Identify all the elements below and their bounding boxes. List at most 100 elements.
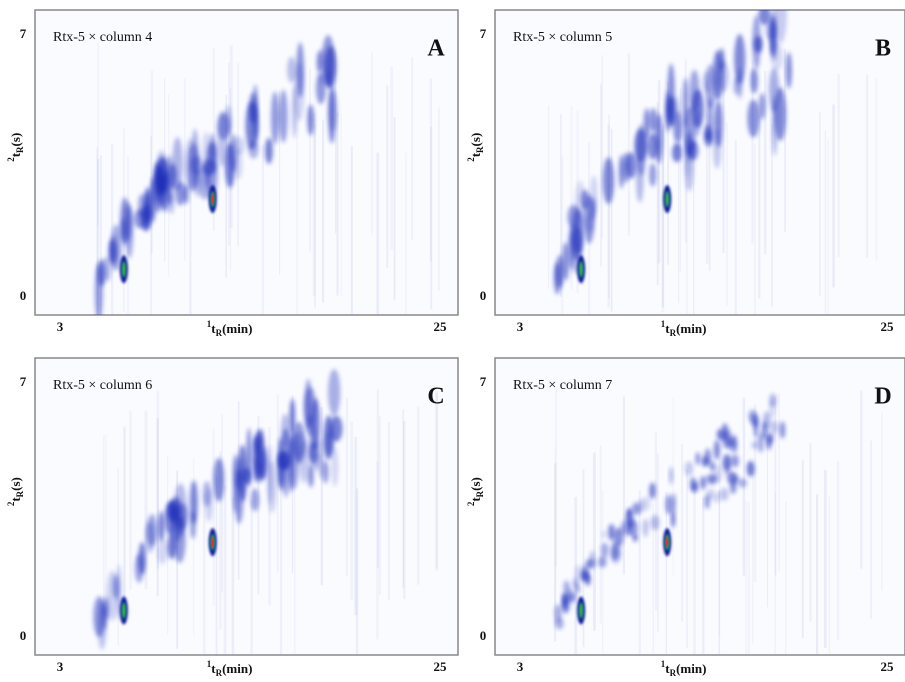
x-label: 1tR(min) xyxy=(661,659,707,678)
streak xyxy=(111,144,114,315)
label-base: t xyxy=(8,152,23,157)
label-unit: (min) xyxy=(676,661,706,676)
streak xyxy=(753,404,757,583)
streak xyxy=(770,124,773,308)
streak xyxy=(774,491,776,655)
streak xyxy=(279,91,281,275)
label-sub: R xyxy=(475,146,485,153)
streak xyxy=(97,42,99,226)
peak xyxy=(213,458,225,502)
streak xyxy=(388,422,390,601)
peak xyxy=(237,444,248,502)
peak xyxy=(574,565,583,584)
label-sup: 2 xyxy=(6,501,16,506)
peak xyxy=(705,64,717,109)
peak xyxy=(751,413,759,428)
peak xyxy=(122,201,132,242)
peak xyxy=(300,440,309,484)
peak xyxy=(310,398,320,450)
label-unit: (s) xyxy=(8,477,23,491)
peak xyxy=(601,542,609,558)
peak xyxy=(331,446,339,487)
label-sup: 1 xyxy=(661,319,666,329)
peak xyxy=(278,89,288,143)
label-sup: 1 xyxy=(207,659,212,669)
peak xyxy=(650,515,660,531)
streak xyxy=(123,426,126,605)
peak xyxy=(753,35,763,53)
peak xyxy=(649,163,657,187)
streak xyxy=(753,143,756,315)
peak-core xyxy=(665,191,670,208)
streak xyxy=(554,463,557,642)
x-tick-label: 3 xyxy=(57,319,64,334)
peak xyxy=(233,136,245,155)
streak xyxy=(554,388,558,567)
peak xyxy=(306,415,315,437)
streak xyxy=(685,158,688,315)
streak xyxy=(708,88,711,272)
peak xyxy=(146,514,158,547)
peak xyxy=(768,399,776,418)
peak xyxy=(610,542,619,561)
label-unit: (s) xyxy=(468,477,483,491)
streak xyxy=(390,66,393,250)
peak xyxy=(144,191,151,227)
peak xyxy=(769,420,779,434)
label-base: t xyxy=(8,497,23,502)
peak xyxy=(710,461,715,472)
streak xyxy=(280,479,283,655)
peak xyxy=(625,526,631,537)
streak xyxy=(294,485,296,655)
peak xyxy=(217,111,228,167)
streak xyxy=(97,158,100,315)
peak xyxy=(328,89,338,131)
peak xyxy=(722,453,732,471)
peak xyxy=(654,113,664,164)
streak xyxy=(231,497,235,655)
streak xyxy=(403,420,406,600)
label-sub: R xyxy=(216,328,223,338)
streak xyxy=(378,416,381,595)
streak xyxy=(758,115,761,299)
streak xyxy=(570,106,573,290)
label-unit: (s) xyxy=(468,133,483,147)
streak xyxy=(661,129,665,313)
label-unit: (min) xyxy=(676,321,706,336)
peak xyxy=(704,124,712,142)
streak xyxy=(828,496,831,655)
label-unit: (min) xyxy=(222,661,252,676)
plot-content xyxy=(94,35,440,315)
streak xyxy=(705,80,709,264)
peak xyxy=(669,466,674,485)
x-tick-label: 3 xyxy=(57,659,64,674)
streak xyxy=(268,427,271,606)
streak xyxy=(99,155,102,315)
label-base: t xyxy=(468,152,483,157)
peak-core xyxy=(211,537,214,548)
x-tick-label: 25 xyxy=(881,319,895,334)
x-tick-label: 25 xyxy=(434,319,448,334)
label-unit: (s) xyxy=(8,133,23,147)
y-label: 2tR(s) xyxy=(6,133,25,162)
peak xyxy=(281,428,291,469)
label-sup: 2 xyxy=(466,501,476,506)
streak xyxy=(261,144,264,315)
y-tick-label: 0 xyxy=(20,628,27,643)
plot-content xyxy=(547,10,878,315)
streak xyxy=(376,389,380,568)
streak xyxy=(276,394,279,573)
peak xyxy=(173,483,187,536)
peak xyxy=(751,441,758,450)
streak xyxy=(355,488,359,655)
panel-letter: C xyxy=(427,384,444,410)
streak xyxy=(225,94,228,278)
streak xyxy=(334,50,337,234)
x-tick-label: 3 xyxy=(517,659,524,674)
streak xyxy=(809,443,812,622)
streak xyxy=(607,124,610,308)
peak xyxy=(224,142,236,188)
streak xyxy=(402,409,405,588)
peak-core xyxy=(579,261,584,278)
